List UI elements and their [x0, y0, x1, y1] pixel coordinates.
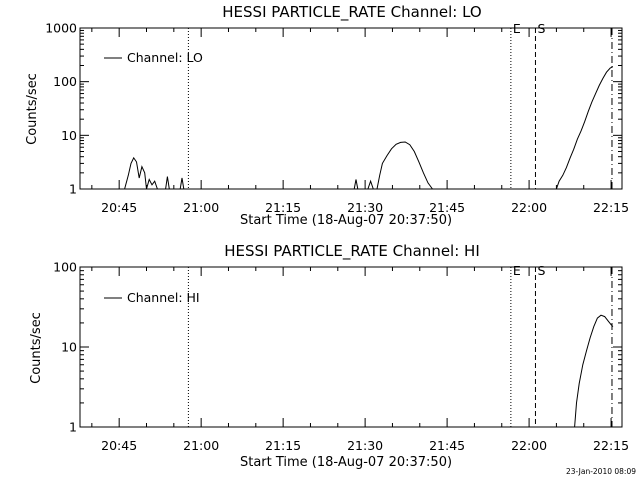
chart-lo-axes-frame: [79, 27, 623, 190]
chart-lo-x-tick-label: 22:00: [511, 200, 547, 215]
footer-timestamp: 23-Jan-2010 08:09: [566, 467, 636, 476]
chart-hi-x-tick-label: 21:30: [347, 438, 383, 453]
chart-lo-series-line: [165, 176, 170, 190]
chart-lo-y-tick-label: 10: [61, 128, 77, 143]
chart-lo-x-tick-label: 21:15: [265, 200, 301, 215]
chart-hi-series-line: [574, 314, 614, 428]
chart-lo-series-line: [179, 177, 185, 190]
chart-lo-ylabel: Counts/sec: [25, 73, 40, 145]
chart-hi-y-tick-label: 100: [53, 260, 77, 275]
chart-lo-series-line: [376, 141, 433, 190]
chart-lo-series-line: [367, 179, 374, 190]
chart-marks-layer: 1 10 100 1000 20:45 21:00 21:15 21:30 21:45 22:00…: [45, 21, 629, 454]
chart-hi-x-tick-label: 21:45: [429, 438, 465, 453]
chart-lo-marker-label: S: [537, 21, 545, 36]
chart-lo-series-line: [353, 179, 359, 190]
chart-lo-series-line: [555, 66, 614, 190]
chart-lo-x-tick-label: 21:00: [183, 200, 219, 215]
chart-lo-y-tick-label: 100: [53, 74, 77, 89]
chart-hi-x-tick-label: 21:15: [265, 438, 301, 453]
chart-lo-legend-label: Channel: LO: [127, 50, 203, 65]
chart-lo-series-line: [124, 156, 158, 190]
chart-hi-x-tick-label: 20:45: [101, 438, 137, 453]
chart-hi-marker-label: S: [537, 263, 545, 278]
chart-lo-x-tick-label: 21:30: [347, 200, 383, 215]
chart-hi-title: HESSI PARTICLE_RATE Channel: HI: [224, 242, 480, 261]
chart-lo-marker-label: E: [513, 21, 521, 36]
chart-lo-x-tick-label: 21:45: [429, 200, 465, 215]
chart-lo-xlabel: Start Time (18-Aug-07 20:37:50): [240, 213, 452, 228]
chart-hi-x-tick-label: 22:00: [511, 438, 547, 453]
chart-lo-title: HESSI PARTICLE_RATE Channel: LO: [222, 3, 481, 22]
chart-lo-x-tick-label: 20:45: [101, 200, 137, 215]
chart-lo-y-tick-label: 1000: [45, 21, 77, 36]
chart-hi-legend-label: Channel: HI: [127, 290, 200, 305]
chart-hi-y-tick-label: 1: [69, 420, 77, 435]
chart-hi-ylabel: Counts/sec: [29, 312, 44, 384]
chart-lo-x-tick-label: 22:15: [593, 200, 629, 215]
chart-hi-x-tick-label: 22:15: [593, 438, 629, 453]
chart-hi-x-tick-label: 21:00: [183, 438, 219, 453]
chart-lo-y-tick-label: 1: [69, 182, 77, 197]
chart-hi-y-tick-label: 10: [61, 340, 77, 355]
chart-hi-marker-label: E: [513, 263, 521, 278]
chart-hi-xlabel: Start Time (18-Aug-07 20:37:50): [240, 455, 452, 470]
